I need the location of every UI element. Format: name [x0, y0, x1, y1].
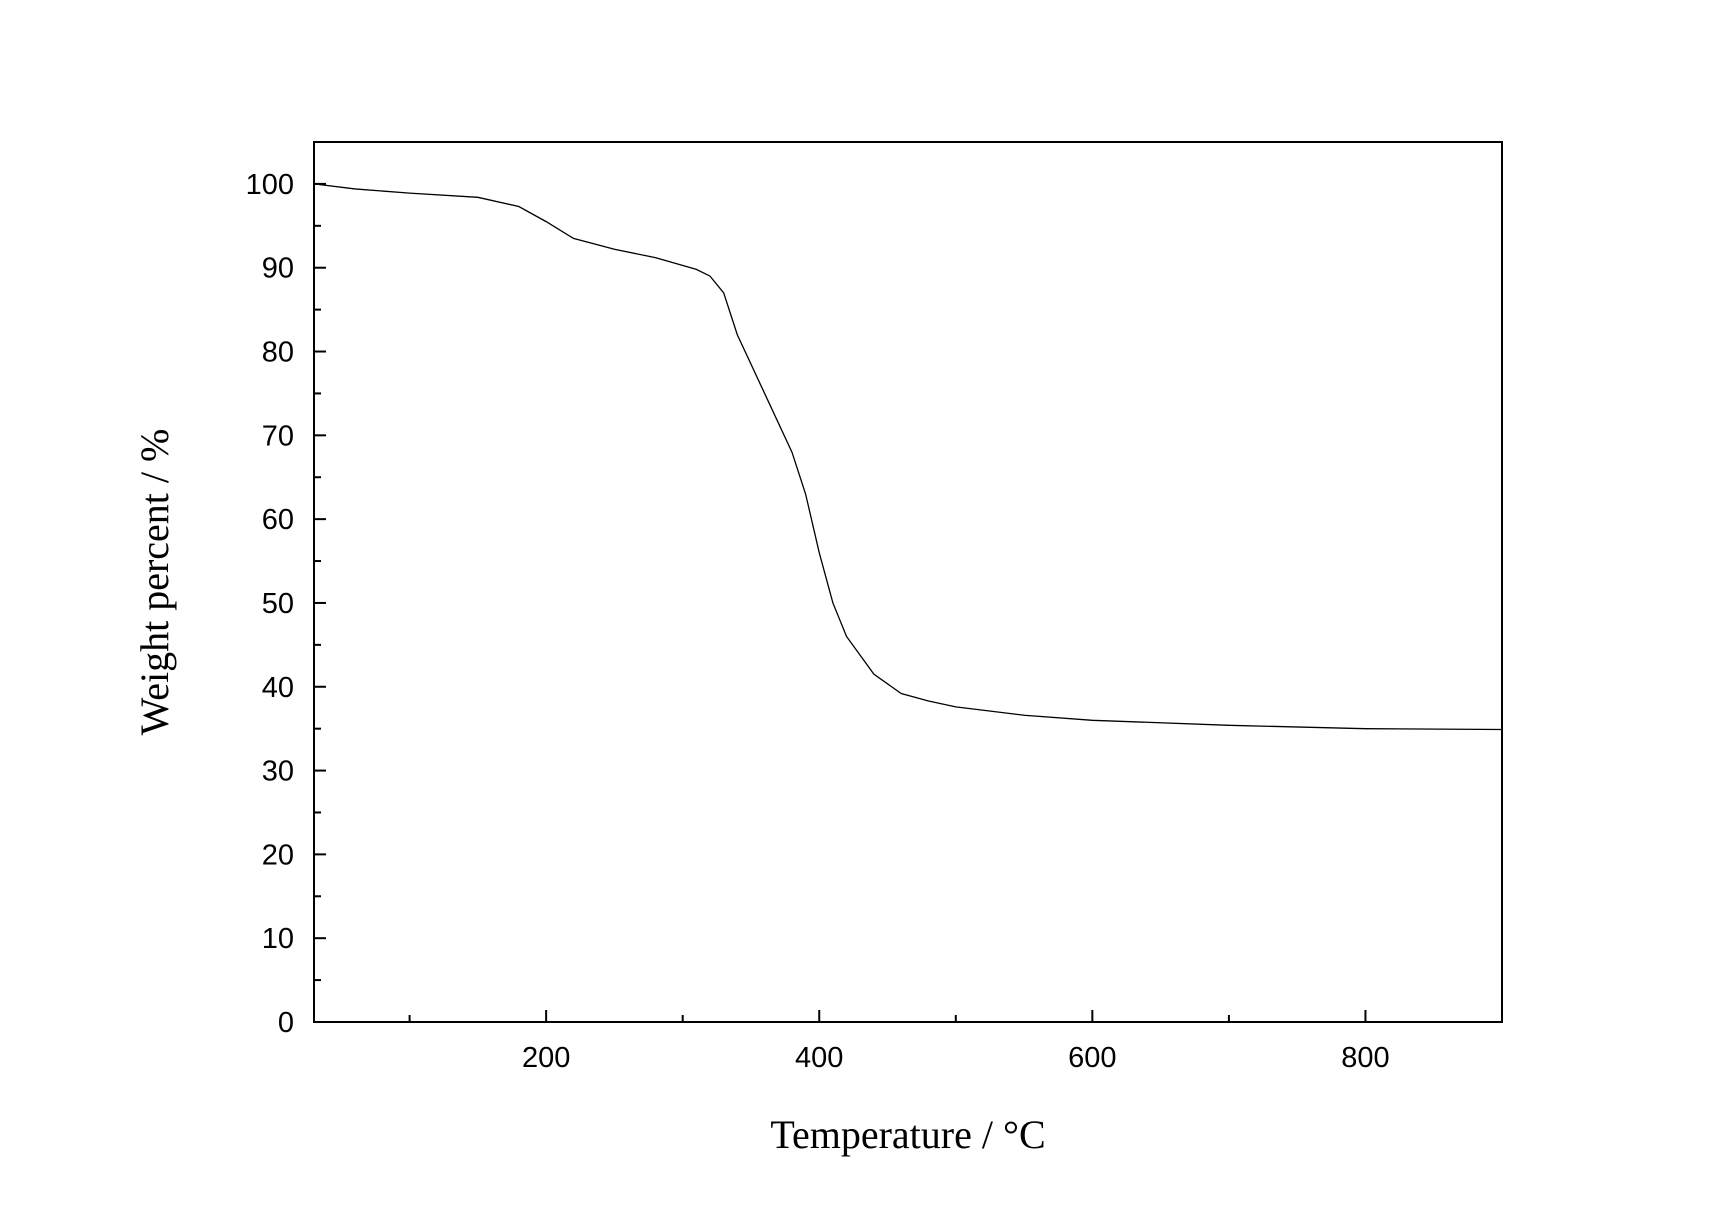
- x-tick-label: 600: [1068, 1042, 1116, 1074]
- y-tick-label: 0: [278, 1007, 294, 1039]
- y-tick-label: 90: [262, 253, 294, 285]
- y-tick-label: 60: [262, 504, 294, 536]
- plot-frame: [313, 141, 1503, 1023]
- x-axis-title: Temperature / °C: [770, 1112, 1045, 1157]
- y-tick-label: 20: [262, 839, 294, 871]
- y-tick-label: 10: [262, 923, 294, 955]
- y-axis-title: Weight percent / %: [132, 429, 177, 736]
- x-tick-label: 800: [1341, 1042, 1389, 1074]
- y-tick-label: 50: [262, 588, 294, 620]
- x-tick-label: 400: [795, 1042, 843, 1074]
- y-tick-label: 70: [262, 420, 294, 452]
- y-tick-label: 30: [262, 756, 294, 788]
- y-tick-label: 100: [246, 169, 294, 201]
- y-tick-label: 40: [262, 672, 294, 704]
- x-tick-label: 200: [522, 1042, 570, 1074]
- y-tick-label: 80: [262, 337, 294, 369]
- data-line: [313, 183, 1503, 731]
